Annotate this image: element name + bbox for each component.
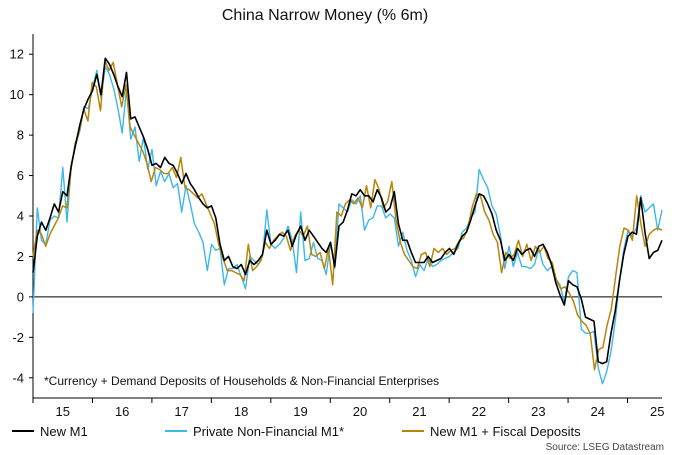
series-line-2	[32, 59, 663, 371]
x-tick-label: 15	[55, 404, 69, 419]
series-line-0	[32, 57, 663, 365]
chart-annotation: *Currency + Demand Deposits of Household…	[44, 374, 439, 388]
x-tick-label: 18	[234, 404, 248, 419]
y-tick-label: 4	[17, 209, 24, 224]
source-note: Source: LSEG Datastream	[546, 442, 664, 453]
x-tick-label: 16	[115, 404, 129, 419]
x-tick-label: 24	[591, 404, 605, 419]
y-tick-label: 2	[17, 249, 24, 264]
series-line-1	[32, 65, 663, 385]
legend-label: Private Non-Financial M1*	[193, 424, 344, 439]
x-tick-label: 21	[412, 404, 426, 419]
y-tick-label: 8	[17, 128, 24, 143]
x-tick-label: 19	[293, 404, 307, 419]
y-tick-label: 0	[17, 289, 24, 304]
x-axis: 15 16 17 18 19 20 21 22 23 24 25	[32, 397, 664, 419]
series-group	[32, 57, 663, 385]
y-tick-label: -4	[12, 370, 24, 385]
x-tick-label: 17	[174, 404, 188, 419]
y-tick-label: 10	[10, 87, 24, 102]
x-tick-label: 20	[353, 404, 367, 419]
y-tick-label: 6	[17, 168, 24, 183]
legend: New M1 Private Non-Financial M1* New M1 + …	[12, 424, 581, 439]
y-axis: 12 10 8 6 4 2 0 -2 -4	[10, 34, 34, 398]
y-tick-label: -2	[12, 330, 24, 345]
legend-label: New M1	[40, 424, 88, 439]
chart-title: China Narrow Money (% 6m)	[222, 7, 428, 24]
x-tick-label: 23	[531, 404, 545, 419]
x-tick-label: 25	[650, 404, 664, 419]
y-tick-label: 12	[10, 47, 24, 62]
x-tick-label: 22	[472, 404, 486, 419]
legend-label: New M1 + Fiscal Deposits	[430, 424, 581, 439]
